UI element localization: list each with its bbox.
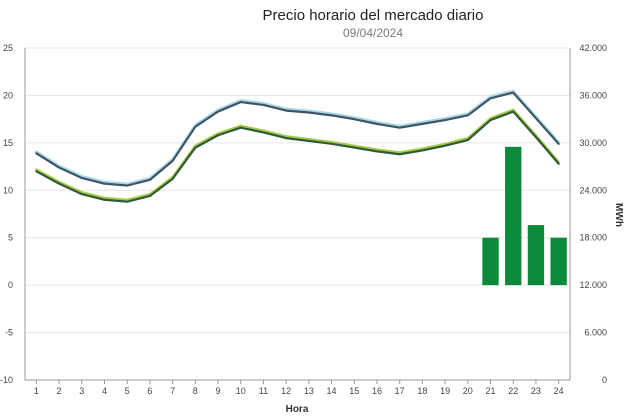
y2-tick-label: 24.000 (579, 185, 607, 195)
x-tick-label: 22 (508, 386, 518, 396)
x-tick-label: 11 (259, 386, 268, 396)
bar (550, 237, 567, 286)
x-tick-label: 10 (236, 386, 246, 396)
x-axis-label: Hora (286, 404, 309, 415)
y2-tick-label: 36.000 (579, 90, 607, 100)
bar (527, 225, 545, 286)
bar (482, 237, 499, 286)
y-tick-label: 0 (8, 280, 13, 290)
axes: -10-5051015202506.00012.00018.00024.0003… (0, 43, 607, 396)
x-tick-label: 13 (304, 386, 314, 396)
y-tick-label: 25 (3, 43, 13, 53)
x-tick-label: 6 (147, 386, 152, 396)
y-tick-label: -10 (0, 375, 13, 385)
x-tick-label: 3 (79, 386, 84, 396)
y2-tick-label: 12.000 (579, 280, 607, 290)
x-tick-label: 23 (531, 386, 541, 396)
series-line (35, 91, 560, 187)
y2-tick-label: 6.000 (584, 328, 607, 338)
bars (482, 146, 567, 286)
x-tick-label: 5 (125, 386, 130, 396)
chart-title: Precio horario del mercado diario (263, 7, 484, 24)
lines (35, 89, 560, 203)
x-tick-label: 15 (349, 386, 359, 396)
x-tick-label: 12 (281, 386, 291, 396)
y-tick-label: 20 (3, 90, 13, 100)
series-line (35, 110, 560, 203)
x-tick-label: 4 (102, 386, 107, 396)
y2-tick-label: 0 (602, 375, 607, 385)
y2-tick-label: 18.000 (579, 233, 607, 243)
y-tick-label: -5 (5, 328, 13, 338)
x-tick-label: 8 (193, 386, 198, 396)
y2-tick-label: 42.000 (579, 43, 607, 53)
bar (505, 146, 522, 286)
x-tick-label: 1 (34, 386, 39, 396)
y-tick-label: 15 (3, 138, 13, 148)
series-line (35, 89, 560, 185)
y2-tick-label: 30.000 (579, 138, 607, 148)
x-tick-label: 18 (417, 386, 427, 396)
x-tick-label: 19 (440, 386, 450, 396)
series-line (35, 108, 560, 201)
x-tick-label: 9 (216, 386, 221, 396)
x-tick-label: 16 (372, 386, 382, 396)
chart-subtitle: 09/04/2024 (343, 26, 403, 40)
x-tick-label: 21 (486, 386, 496, 396)
y-tick-label: 10 (3, 185, 13, 195)
x-tick-label: 24 (554, 386, 564, 396)
y2-axis-label: MWh (613, 203, 624, 227)
y-tick-label: 5 (8, 233, 13, 243)
x-tick-label: 14 (327, 386, 337, 396)
x-tick-label: 2 (57, 386, 62, 396)
x-tick-label: 17 (395, 386, 405, 396)
grid (25, 47, 570, 381)
x-tick-label: 7 (170, 386, 175, 396)
x-tick-label: 20 (463, 386, 473, 396)
